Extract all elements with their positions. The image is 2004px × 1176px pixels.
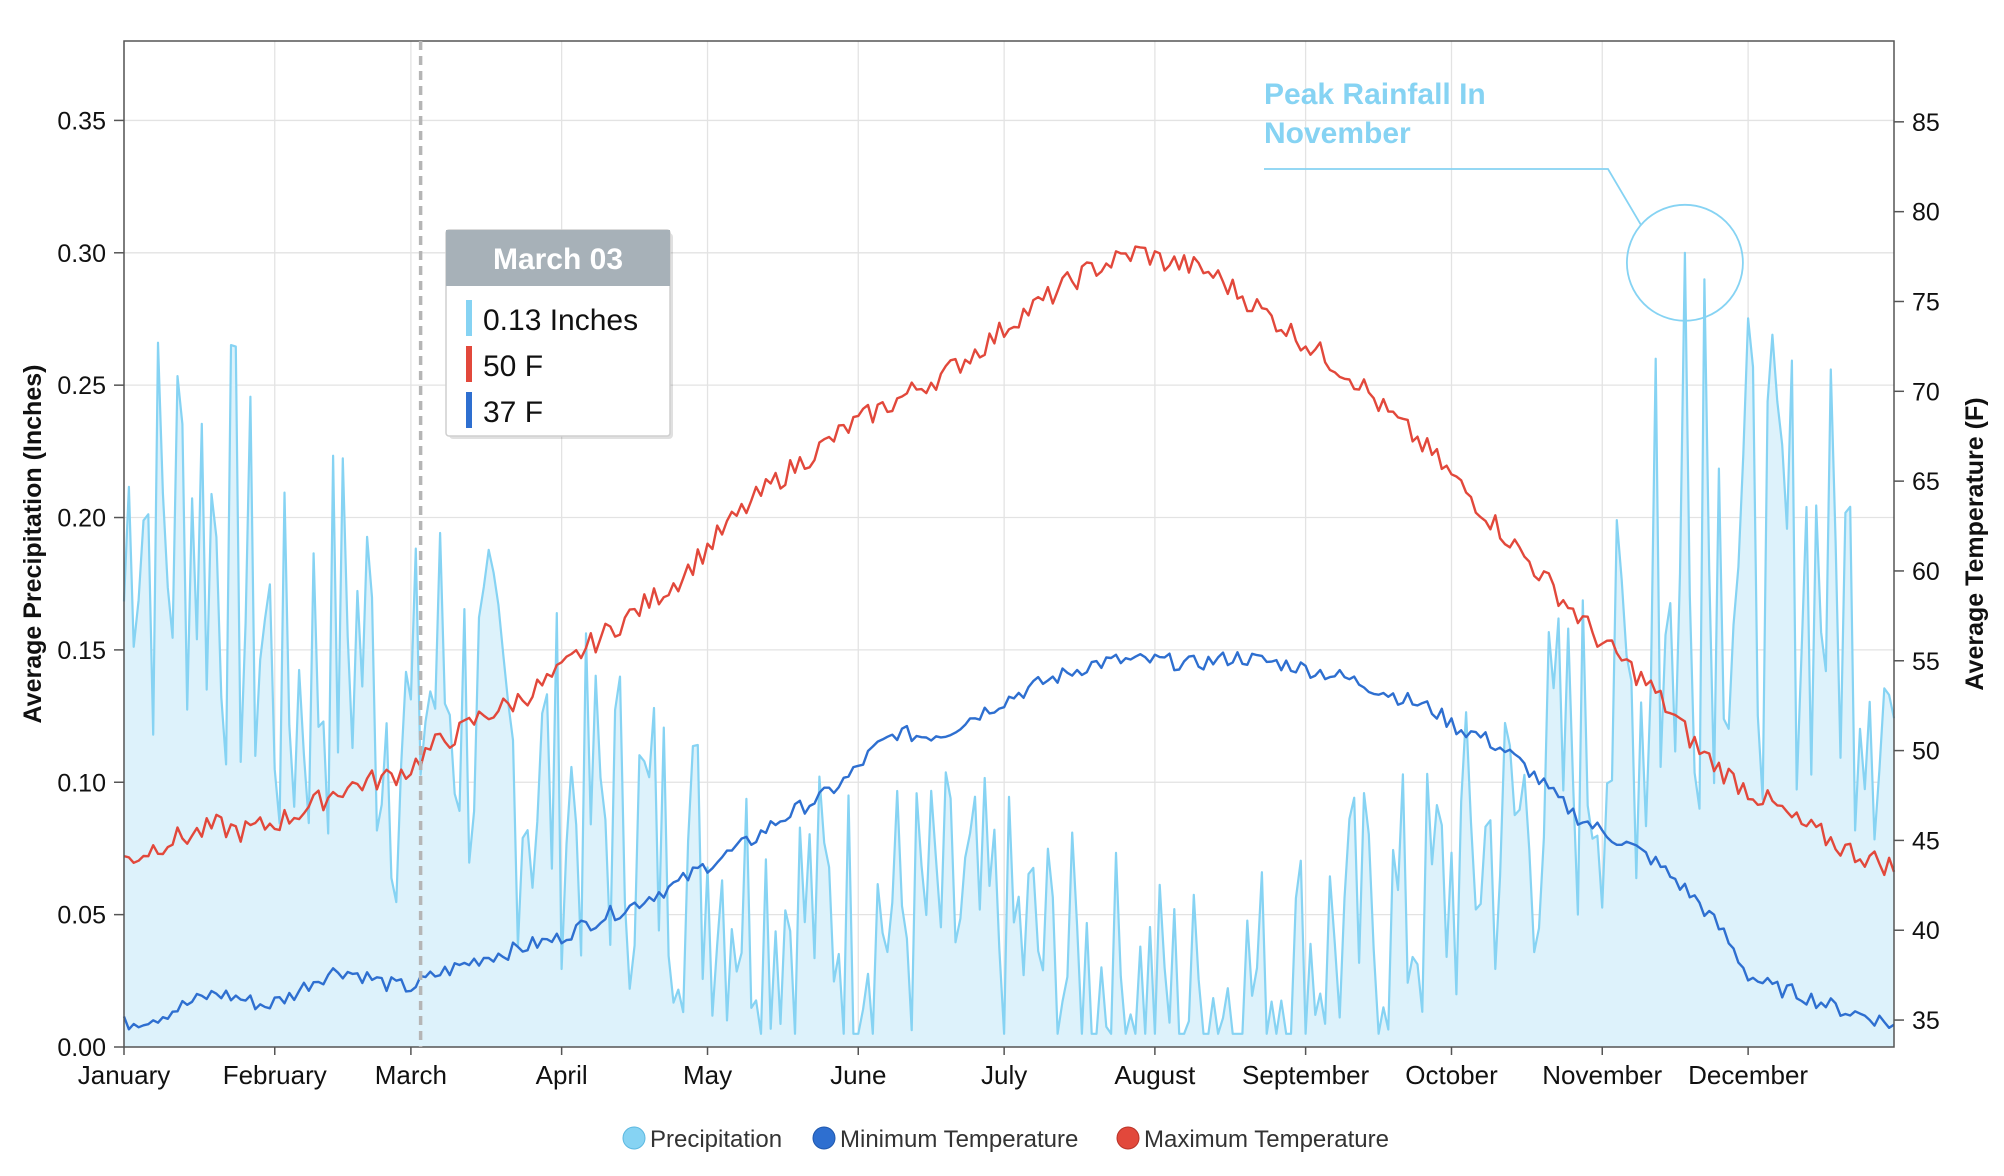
x-tick-label: March <box>375 1060 447 1090</box>
left-tick-label: 0.05 <box>57 902 106 930</box>
tooltip: March 03 0.13 Inches 50 F 37 F <box>445 229 673 439</box>
plot-frame <box>123 40 1895 1048</box>
tooltip-precip-swatch <box>466 300 472 336</box>
x-tick-label: July <box>981 1060 1027 1090</box>
left-tick-label: 0.10 <box>57 769 106 797</box>
left-axis: 0.00 0.05 0.10 0.15 0.20 0.25 0.30 0.35 <box>57 107 124 1062</box>
annotation-text-line1: Peak Rainfall In <box>1264 78 1486 111</box>
x-tick-label: September <box>1242 1060 1370 1090</box>
right-tick-label: 65 <box>1912 468 1940 496</box>
right-axis: 35 40 45 50 55 60 65 70 75 80 85 <box>1894 109 1940 1035</box>
right-tick-label: 70 <box>1912 378 1940 406</box>
right-tick-label: 80 <box>1912 199 1940 227</box>
tooltip-max-swatch <box>466 346 472 382</box>
annotation-text-line2: November <box>1264 117 1411 150</box>
legend-maximum-temperature-label: Maximum Temperature <box>1144 1126 1389 1153</box>
legend: Precipitation Minimum Temperature Maximu… <box>622 1126 1389 1153</box>
right-tick-label: 75 <box>1912 288 1940 316</box>
tooltip-min-swatch <box>466 392 472 428</box>
annotation-circle <box>1626 203 1744 322</box>
left-tick-label: 0.00 <box>57 1034 106 1062</box>
x-tick-label: April <box>536 1060 588 1090</box>
left-tick-label: 0.25 <box>57 372 106 400</box>
x-tick-label: February <box>223 1060 327 1090</box>
right-tick-label: 85 <box>1912 109 1940 137</box>
right-tick-label: 55 <box>1912 648 1940 676</box>
left-tick-label: 0.30 <box>57 240 106 268</box>
legend-item-minimum-temperature[interactable]: Minimum Temperature <box>812 1126 1078 1153</box>
x-tick-label: May <box>683 1060 732 1090</box>
tooltip-precip-value: 0.13 Inches <box>483 304 638 337</box>
legend-minimum-temperature-marker <box>812 1126 836 1150</box>
left-axis-title: Average Precipitation (Inches) <box>19 365 47 724</box>
x-tick-label: November <box>1542 1060 1662 1090</box>
x-tick-label: December <box>1688 1060 1808 1090</box>
x-axis: January February March April May June July Augu… <box>78 1047 1808 1090</box>
tooltip-max-value: 50 F <box>483 350 543 383</box>
x-tick-label: June <box>830 1060 886 1090</box>
peak-rainfall-annotation: Peak Rainfall In November <box>1264 78 1744 322</box>
right-tick-label: 40 <box>1912 917 1940 945</box>
right-tick-label: 60 <box>1912 558 1940 586</box>
x-tick-label: August <box>1114 1060 1196 1090</box>
legend-item-precipitation[interactable]: Precipitation <box>622 1126 782 1153</box>
right-tick-label: 45 <box>1912 827 1940 855</box>
tooltip-header <box>446 230 670 286</box>
left-tick-label: 0.20 <box>57 505 106 533</box>
precipitation-line[interactable] <box>122 251 1896 1035</box>
legend-precipitation-marker <box>622 1126 646 1150</box>
tooltip-min-value: 37 F <box>483 396 543 429</box>
legend-minimum-temperature-label: Minimum Temperature <box>840 1126 1078 1153</box>
right-tick-label: 50 <box>1912 738 1940 766</box>
legend-precipitation-label: Precipitation <box>650 1126 782 1153</box>
left-tick-label: 0.35 <box>57 107 106 135</box>
left-tick-label: 0.15 <box>57 637 106 665</box>
legend-maximum-temperature-marker <box>1116 1126 1140 1150</box>
x-tick-label: October <box>1405 1060 1498 1090</box>
right-tick-label: 35 <box>1912 1007 1940 1035</box>
x-tick-label: January <box>78 1060 171 1090</box>
right-axis-title: Average Temperature (F) <box>1961 397 1989 690</box>
tooltip-title: March 03 <box>493 243 623 276</box>
annotation-connector <box>1264 168 1642 226</box>
legend-item-maximum-temperature[interactable]: Maximum Temperature <box>1116 1126 1389 1153</box>
